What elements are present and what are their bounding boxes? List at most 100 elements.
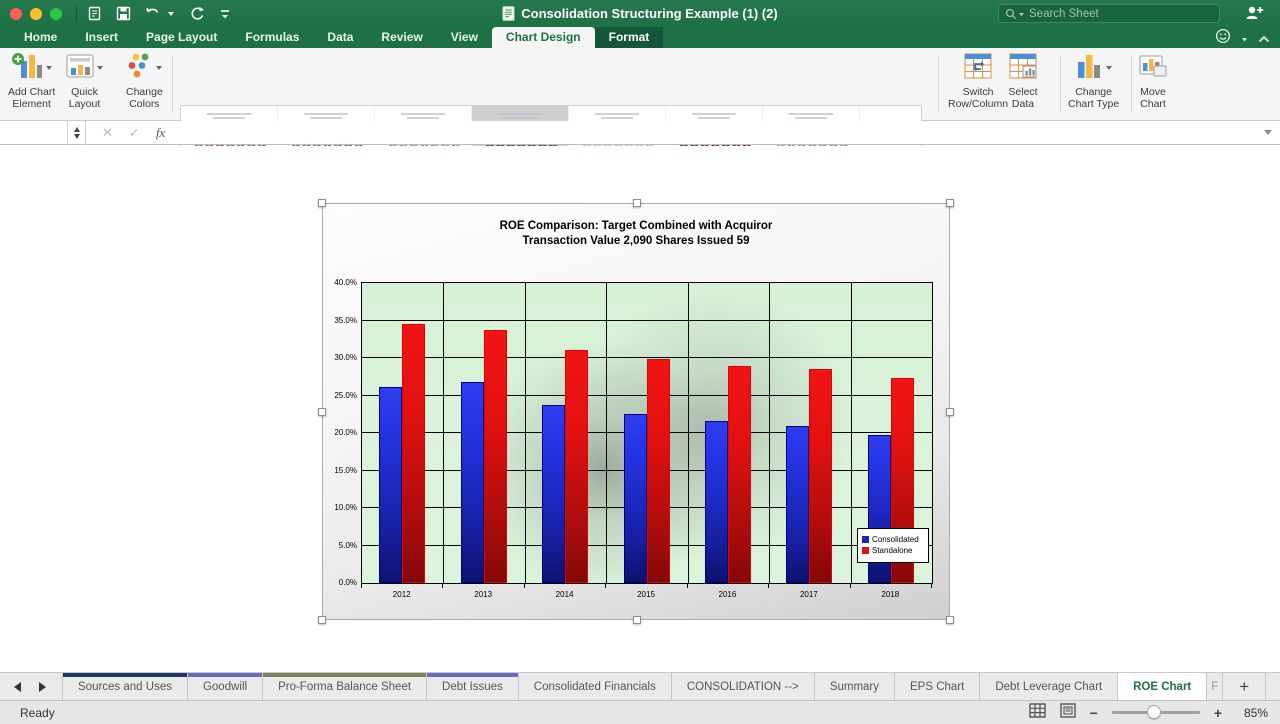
bar-consolidated-2012[interactable] xyxy=(379,386,403,583)
move-chart-icon xyxy=(1138,52,1168,85)
resize-handle-ne[interactable] xyxy=(946,199,954,207)
titlebar-divider xyxy=(76,5,77,22)
zoom-slider-knob[interactable] xyxy=(1147,705,1161,719)
ribbon-tab-chart-design[interactable]: Chart Design xyxy=(491,27,595,48)
ribbon-tab-view[interactable]: View xyxy=(450,30,478,44)
search-input[interactable] xyxy=(1029,7,1189,20)
bar-consolidated-2015[interactable] xyxy=(623,413,647,583)
sheet-tab-eps-chart[interactable]: EPS Chart xyxy=(895,673,981,700)
y-axis-tick-label: 40.0% xyxy=(334,278,357,287)
zoom-out-icon[interactable]: − xyxy=(1089,704,1098,721)
undo-dropdown-caret[interactable] xyxy=(167,11,175,17)
change-chart-type-dropdown-caret[interactable] xyxy=(1106,66,1113,70)
bar-standalone-2013[interactable] xyxy=(483,330,507,583)
ribbon-tab-insert[interactable]: Insert xyxy=(85,30,119,44)
sheet-tab-debt-leverage-chart[interactable]: Debt Leverage Chart xyxy=(980,673,1119,700)
x-axis-label-2013: 2013 xyxy=(474,590,493,599)
save-icon[interactable] xyxy=(116,6,131,21)
resize-handle-nw[interactable] xyxy=(318,199,326,207)
chart-object[interactable]: ROE Comparison: Target Combined with Acq… xyxy=(318,199,954,624)
confirm-entry-icon[interactable]: ✓ xyxy=(128,124,140,140)
sheet-tab-debt-issues[interactable]: Debt Issues xyxy=(427,673,519,700)
ribbon-tab-format[interactable]: Format xyxy=(594,27,664,48)
name-box[interactable] xyxy=(0,120,68,145)
customize-toolbar-icon[interactable] xyxy=(219,8,231,20)
resize-handle-sw[interactable] xyxy=(318,616,326,624)
redo-icon[interactable] xyxy=(189,6,205,22)
sheet-tab-sources-and-uses[interactable]: Sources and Uses xyxy=(62,673,188,700)
legend-label: Consolidated xyxy=(872,535,919,544)
bar-consolidated-2013[interactable] xyxy=(460,382,484,583)
bar-consolidated-2016[interactable] xyxy=(704,421,728,583)
normal-view-icon[interactable] xyxy=(1028,702,1046,723)
bar-standalone-2017[interactable] xyxy=(809,368,833,583)
chart-title-line2[interactable]: Transaction Value 2,090 Shares Issued 59 xyxy=(522,235,750,247)
add-chart-element-dropdown-caret[interactable] xyxy=(46,66,53,70)
fullscreen-window-button[interactable] xyxy=(50,7,62,20)
name-box-spinner[interactable] xyxy=(68,120,86,145)
resize-handle-se[interactable] xyxy=(946,616,954,624)
ribbon-tab-home[interactable]: Home xyxy=(24,30,58,44)
bar-consolidated-2014[interactable] xyxy=(542,405,566,583)
ribbon-tab-review[interactable]: Review xyxy=(381,30,423,44)
formula-bar-expand-icon[interactable] xyxy=(1264,130,1272,135)
resize-handle-w[interactable] xyxy=(318,408,326,416)
change-chart-type-button[interactable]: Change Chart Type xyxy=(1068,52,1119,111)
bar-standalone-2016[interactable] xyxy=(727,366,751,583)
gridline-v xyxy=(606,283,608,583)
share-icon[interactable] xyxy=(1244,4,1264,26)
ribbon-tab-formulas[interactable]: Formulas xyxy=(245,30,300,44)
sheet-tab-f[interactable]: F xyxy=(1207,673,1224,700)
sheet-tab-consolidated-financials[interactable]: Consolidated Financials xyxy=(519,673,672,700)
resize-handle-s[interactable] xyxy=(633,616,641,624)
collapse-ribbon-icon[interactable] xyxy=(1258,30,1270,48)
sheet-scroll-right-icon[interactable] xyxy=(39,681,46,692)
page-layout-view-icon[interactable] xyxy=(1059,702,1076,723)
x-axis-label-2014: 2014 xyxy=(555,590,574,599)
zoom-slider[interactable] xyxy=(1111,705,1200,719)
add-sheet-button[interactable]: + xyxy=(1223,673,1267,700)
feedback-caret[interactable] xyxy=(1241,30,1248,48)
bar-standalone-2012[interactable] xyxy=(402,324,426,583)
new-workbook-icon[interactable] xyxy=(87,6,102,21)
y-axis-tick-label: 10.0% xyxy=(334,503,357,512)
sheet-tab-goodwill[interactable]: Goodwill xyxy=(187,673,264,700)
quick-layout-button[interactable]: Quick Layout xyxy=(66,52,103,111)
sheet-tab-roe-chart[interactable]: ROE Chart xyxy=(1118,673,1208,700)
sheet-tab-consolidation-[interactable]: CONSOLIDATION --> xyxy=(672,673,815,700)
ribbon-tab-page-layout[interactable]: Page Layout xyxy=(146,30,218,44)
sheet-tab-summary[interactable]: Summary xyxy=(815,673,896,700)
select-data-button[interactable]: Select Data xyxy=(1008,52,1038,111)
change-colors-button[interactable]: Change Colors xyxy=(126,52,163,111)
quick-layout-dropdown-caret[interactable] xyxy=(97,66,103,70)
resize-handle-n[interactable] xyxy=(633,199,641,207)
bar-consolidated-2017[interactable] xyxy=(786,425,810,583)
change-colors-dropdown-caret[interactable] xyxy=(155,66,162,70)
bar-standalone-2014[interactable] xyxy=(565,349,589,583)
formula-input[interactable] xyxy=(177,121,1264,144)
zoom-level-label[interactable]: 85% xyxy=(1243,705,1268,720)
insert-function-icon[interactable]: fx xyxy=(155,124,166,140)
search-sheet-box[interactable] xyxy=(998,4,1220,23)
add-chart-element-button[interactable]: Add Chart Element xyxy=(8,52,55,111)
chart-title-line1[interactable]: ROE Comparison: Target Combined with Acq… xyxy=(499,220,773,232)
ribbon-tab-data[interactable]: Data xyxy=(327,30,354,44)
zoom-in-icon[interactable]: + xyxy=(1213,704,1222,721)
sheet-scroll-left-icon[interactable] xyxy=(14,681,21,692)
close-window-button[interactable] xyxy=(10,7,22,20)
chart-legend[interactable]: Consolidated Standalone xyxy=(857,528,929,563)
undo-icon[interactable] xyxy=(145,6,162,21)
resize-handle-e[interactable] xyxy=(946,408,954,416)
sheet-tab-pro-forma-balance-sheet[interactable]: Pro-Forma Balance Sheet xyxy=(263,673,428,700)
plot-area[interactable]: 0.0% 5.0% 10.0% 15.0% 20.0% 25.0% 30.0% 35.0% 40… xyxy=(334,278,933,587)
move-chart-button[interactable]: Move Chart xyxy=(1138,52,1168,111)
minimize-window-button[interactable] xyxy=(30,7,42,20)
feedback-smiley-icon[interactable] xyxy=(1215,28,1231,49)
select-data-label: Select Data xyxy=(1008,86,1038,111)
bar-standalone-2015[interactable] xyxy=(646,358,670,583)
switch-row-column-button[interactable]: Switch Row/Column xyxy=(948,52,1008,111)
search-scope-caret[interactable] xyxy=(1018,12,1025,18)
cancel-entry-icon[interactable]: ✕ xyxy=(102,124,113,140)
chart-sheet-area[interactable]: ROE Comparison: Target Combined with Acq… xyxy=(0,146,1280,672)
